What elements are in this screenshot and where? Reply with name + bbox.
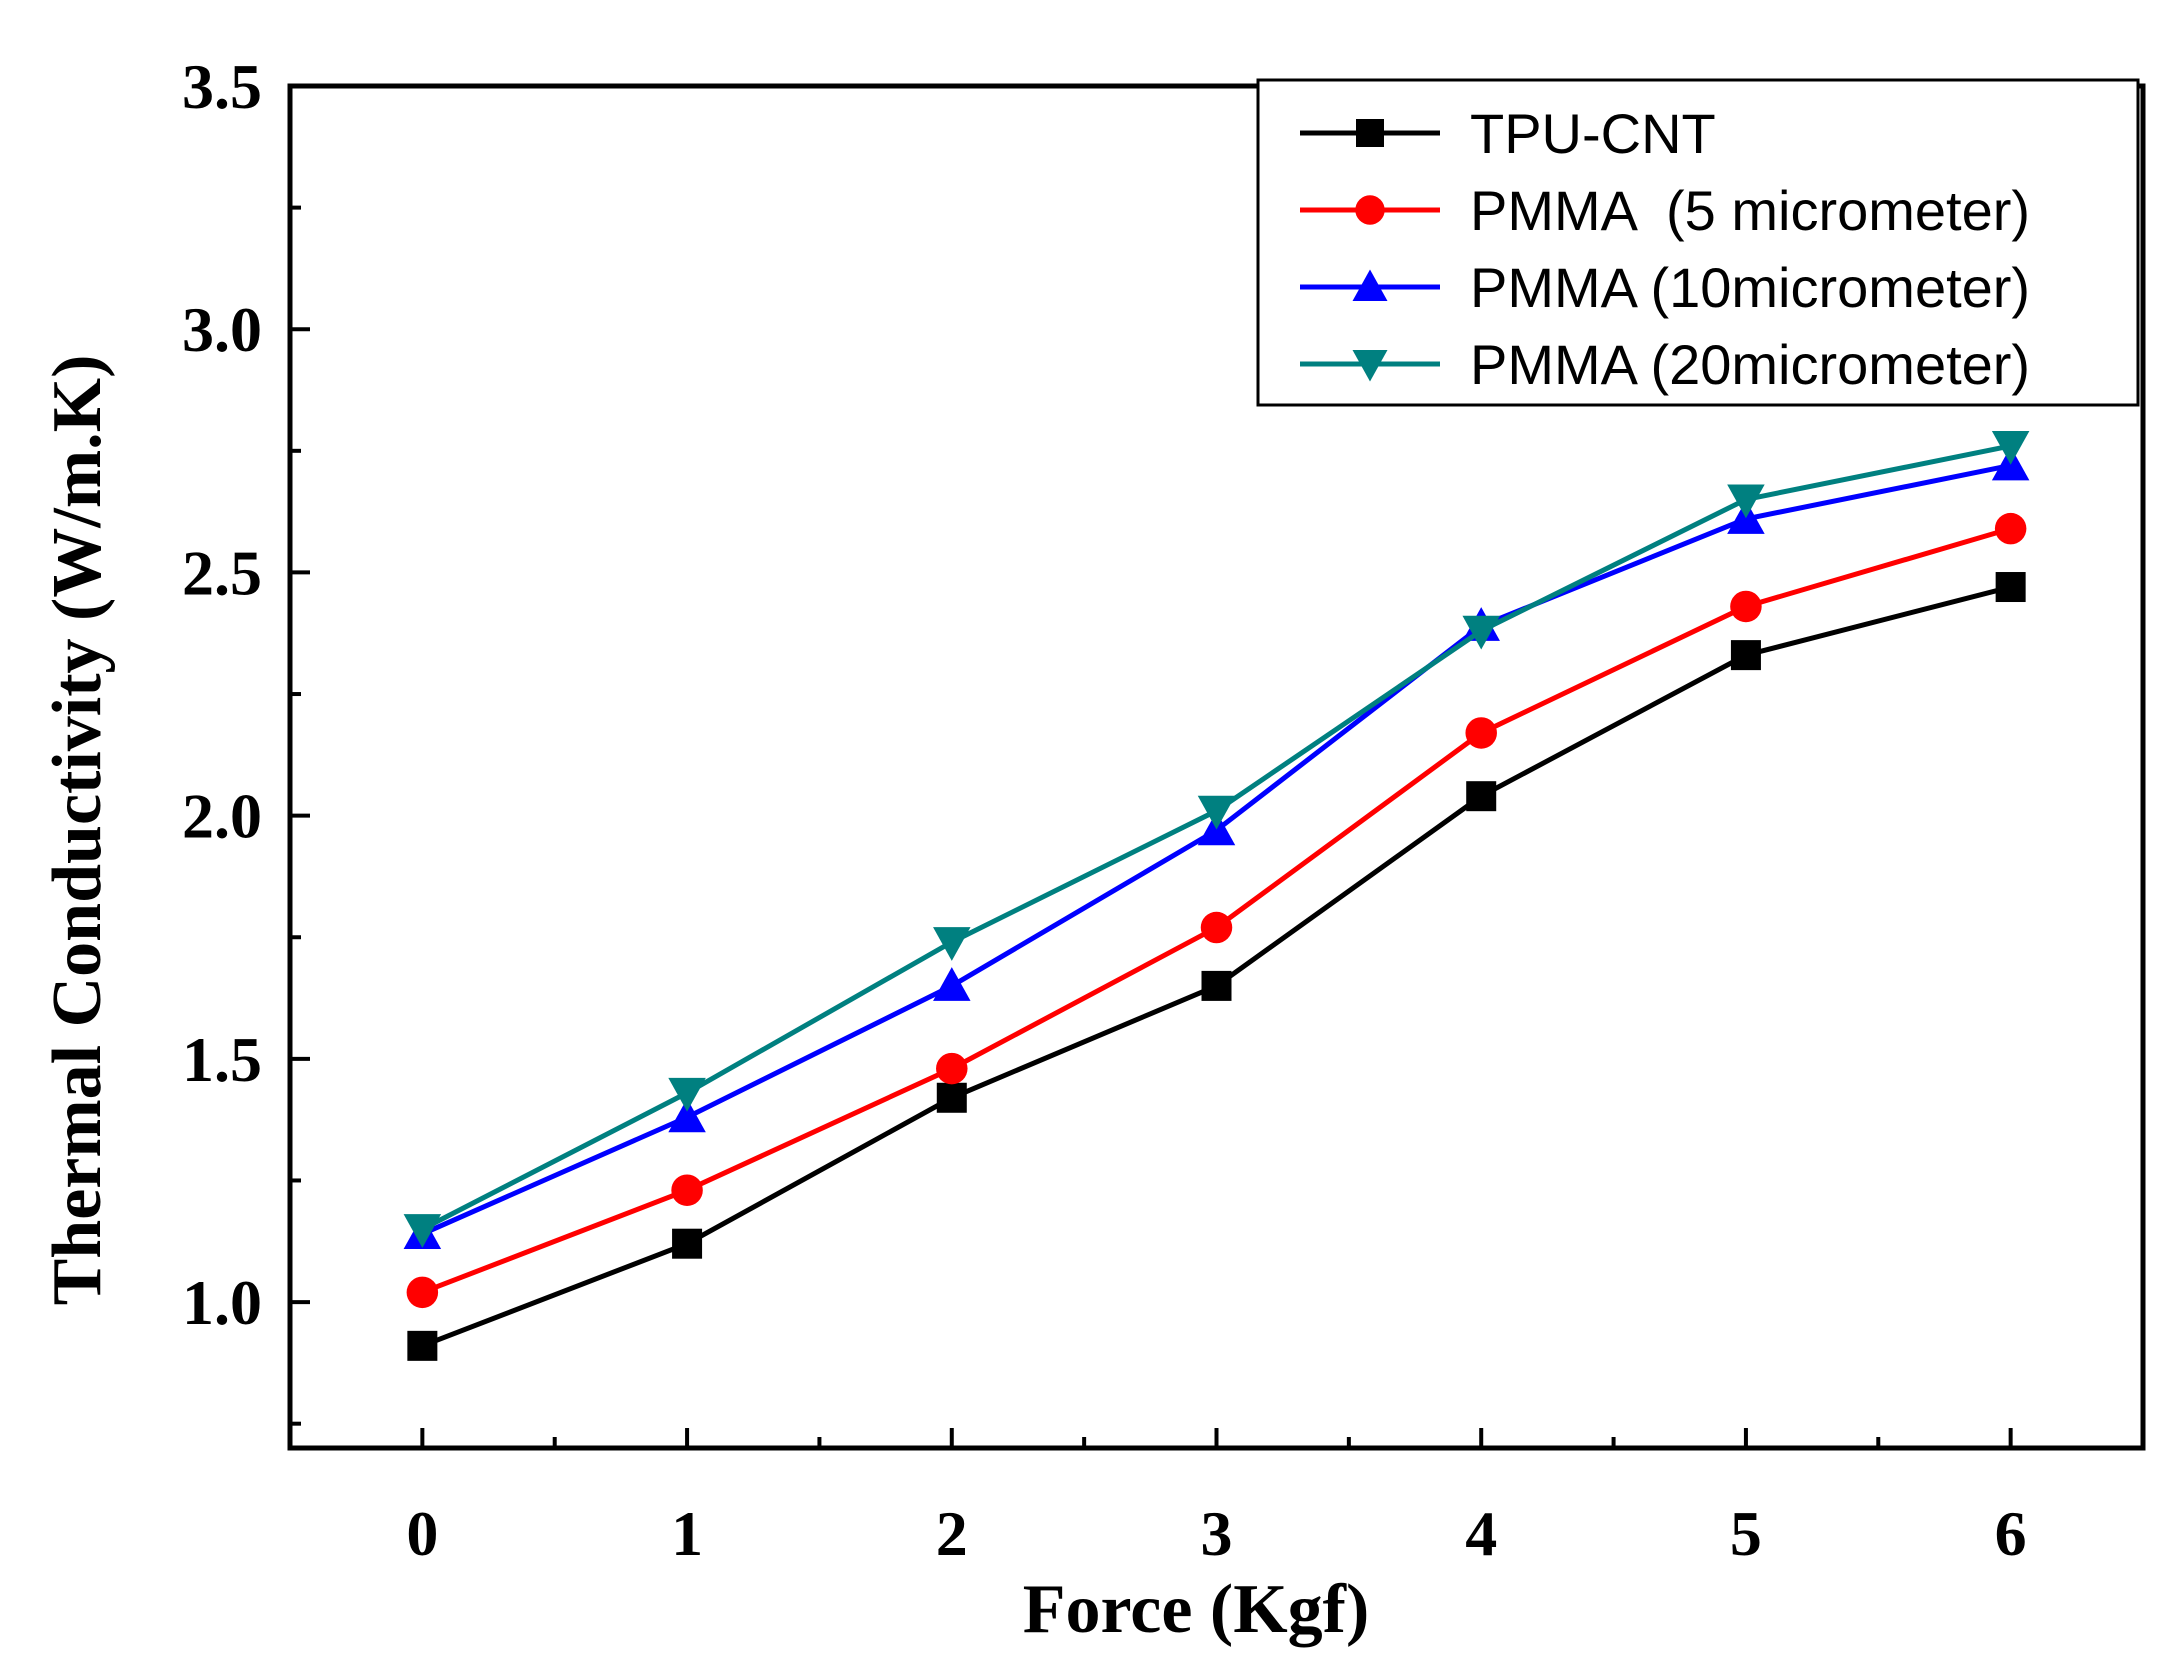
y-tick-label: 1.5 <box>182 1024 262 1095</box>
x-tick-label: 4 <box>1465 1498 1497 1569</box>
data-point <box>1465 717 1497 749</box>
x-tick-label: 2 <box>936 1498 968 1569</box>
x-axis-title: Force (Kgf) <box>1023 1571 1370 1648</box>
data-point <box>1730 590 1762 623</box>
y-tick-label: 3.5 <box>182 51 262 122</box>
y-axis-title: Thermal Conductivity (W/m.K) <box>39 355 116 1306</box>
data-point <box>668 1098 706 1133</box>
legend-item: TPU-CNT <box>1300 102 1716 165</box>
data-point <box>672 1228 703 1259</box>
data-point <box>933 967 971 1001</box>
data-point <box>936 1082 967 1113</box>
x-tick-label: 3 <box>1201 1498 1233 1569</box>
data-point <box>1727 484 1765 519</box>
y-tick-label: 1.0 <box>182 1267 262 1338</box>
data-point <box>1201 970 1232 1001</box>
data-point <box>1730 640 1761 671</box>
data-point <box>406 1276 439 1309</box>
series-4 <box>403 430 2030 1248</box>
data-point <box>1994 512 2027 545</box>
legend-item: PMMA (5 micrometer) <box>1300 179 2030 242</box>
y-tick-label: 2.0 <box>182 781 262 852</box>
series-line <box>421 526 2012 1295</box>
legend-item: PMMA (20micrometer) <box>1300 333 2030 396</box>
y-tick-label: 3.0 <box>182 294 262 365</box>
legend-label: PMMA (20micrometer) <box>1470 333 2030 396</box>
series-1 <box>407 572 2026 1361</box>
legend-marker <box>1352 350 1388 382</box>
data-point <box>933 927 971 961</box>
series-group <box>403 430 2030 1361</box>
data-point <box>671 1174 703 1206</box>
series-3 <box>403 446 2030 1249</box>
legend-label: PMMA (10micrometer) <box>1470 256 2030 319</box>
x-tick-label: 1 <box>671 1498 703 1569</box>
y-tick-label: 2.5 <box>182 537 262 608</box>
legend-label: PMMA (5 micrometer) <box>1470 179 2030 242</box>
data-point <box>1991 430 2030 465</box>
x-tick-label: 0 <box>406 1498 438 1569</box>
data-point <box>1466 781 1497 812</box>
ticks: 0 1 2 3 4 5 6 1.0 1.5 2.0 2.5 3.0 3.5 <box>182 51 2027 1569</box>
x-tick-label: 6 <box>1995 1498 2027 1569</box>
data-point <box>403 1214 442 1248</box>
legend-marker <box>1356 119 1384 147</box>
series-2 <box>406 512 2027 1309</box>
legend-label: TPU-CNT <box>1470 102 1716 165</box>
x-tick-label: 5 <box>1730 1498 1762 1569</box>
series-line <box>421 584 2012 1349</box>
legend: TPU-CNT PMMA (5 micrometer) PMMA (10microm… <box>1256 78 2140 407</box>
data-point <box>1462 615 1500 650</box>
data-point <box>936 1052 968 1085</box>
data-point <box>668 1077 706 1112</box>
legend-marker <box>1352 269 1388 301</box>
data-point <box>1200 911 1233 944</box>
data-point <box>1197 795 1236 830</box>
data-point <box>1995 572 2026 603</box>
series-line <box>421 462 2012 1237</box>
data-point <box>407 1330 438 1361</box>
legend-item: PMMA (10micrometer) <box>1300 256 2030 319</box>
legend-marker <box>1355 195 1385 225</box>
